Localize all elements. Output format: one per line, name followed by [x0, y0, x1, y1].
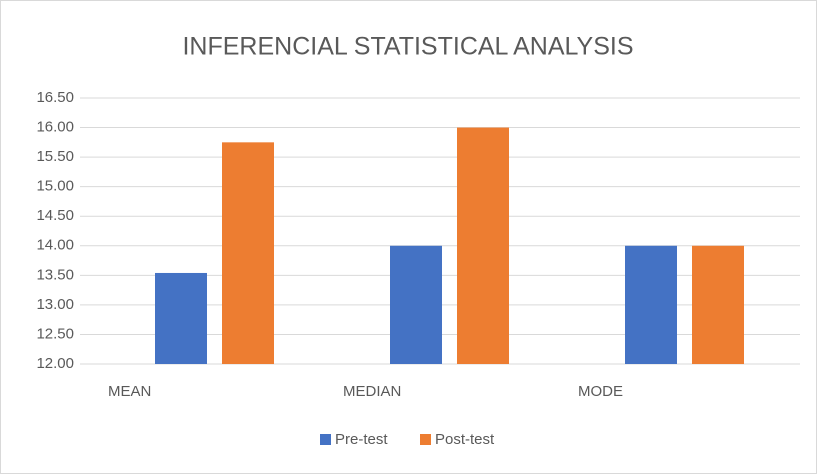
y-tick-label: 13.50	[36, 266, 74, 283]
legend-swatch	[320, 434, 331, 445]
y-tick-label: 14.50	[36, 207, 74, 224]
bar	[692, 245, 744, 364]
legend-swatch	[420, 434, 431, 445]
chart-title: INFERENCIAL STATISTICAL ANALYSIS	[182, 33, 633, 61]
x-tick-label: MEAN	[108, 383, 151, 400]
y-tick-label: 12.50	[36, 325, 74, 342]
y-tick-label: 15.50	[36, 148, 74, 165]
bar	[457, 127, 509, 364]
bar	[222, 142, 274, 364]
y-tick-label: 12.00	[36, 355, 74, 372]
y-tick-label: 15.00	[36, 178, 74, 195]
y-tick-label: 16.50	[36, 89, 74, 106]
y-tick-label: 16.00	[36, 119, 74, 136]
legend-label: Pre-test	[335, 431, 388, 448]
x-tick-label: MEDIAN	[343, 383, 401, 400]
y-tick-label: 13.00	[36, 296, 74, 313]
y-tick-label: 14.00	[36, 237, 74, 254]
legend-label: Post-test	[435, 431, 495, 448]
x-tick-label: MODE	[578, 383, 623, 400]
bar	[390, 245, 442, 364]
bar	[625, 245, 677, 364]
bar	[155, 272, 207, 364]
